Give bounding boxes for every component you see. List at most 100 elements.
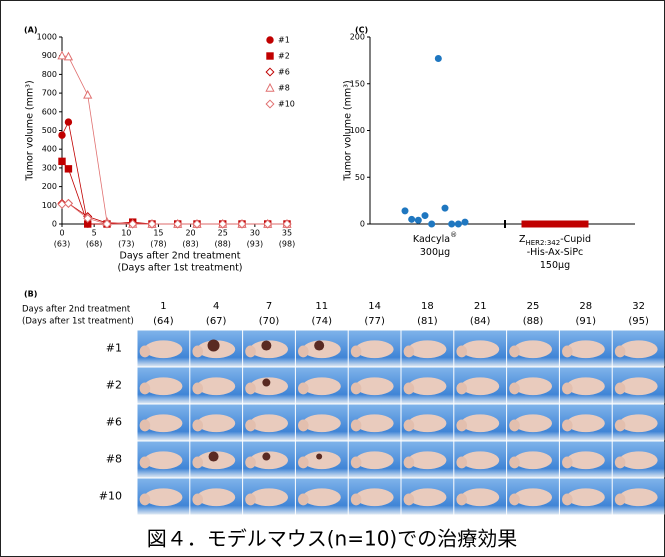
point [521,220,529,228]
point [64,118,73,126]
column-day-first: (91) [576,316,597,327]
point [548,220,556,228]
mouse [461,377,500,396]
legend-label: #1 [278,36,290,45]
panel-label: (C) [355,26,368,35]
legend-marker [266,36,274,44]
tumor [262,378,271,387]
mouse [302,451,341,470]
mouse-head [562,419,573,432]
point [561,220,569,228]
point [63,198,73,208]
point [83,213,93,223]
mouse-head [509,493,520,506]
mouse [619,340,658,359]
mouse [408,414,447,433]
mouse [619,488,658,507]
mouse [461,340,500,359]
column-day: 7 [266,301,272,312]
category-label: ZHER2:342-Cupid [519,234,591,248]
mouse-head [298,456,309,469]
point [448,220,456,228]
mouse-head [614,345,626,358]
mouse-head [350,493,362,506]
point [534,220,542,228]
point [58,157,66,166]
mouse-head [192,345,203,358]
mouse [249,488,289,507]
mouse [144,488,183,507]
mouse [144,377,183,396]
point [237,219,247,229]
mouse-head [614,419,626,432]
column-day-first: (64) [153,316,174,327]
category-label-part: Kadcyla [413,234,450,245]
y-tick-label: 50 [355,173,365,182]
mouse [144,340,183,359]
x-axis-title: (Days after 1st treatment) [117,263,242,274]
category-label-part: -Cupid [560,234,591,245]
point [541,220,549,228]
row-label: #1 [106,342,122,355]
point [173,219,183,229]
mouse-head [350,345,362,358]
mouse [355,414,394,433]
mouse-head [614,456,626,469]
column-day: 1 [160,301,166,312]
category-label-part: ® [450,231,457,239]
column-day-first: (70) [259,316,280,327]
tumor [262,452,271,461]
mouse [566,340,605,359]
x-tick-label: 5 [92,229,97,238]
y-tick-label: 100 [350,126,365,135]
mouse-head [403,382,415,395]
mouse-head [562,493,573,506]
y-tick-label: 200 [350,33,365,42]
category-label: -His-Ax-SiPc [527,247,584,258]
category-label-part: Z [519,234,526,245]
column-day: 18 [421,301,434,312]
mouse [355,451,394,470]
row-label: #10 [99,490,122,503]
mouse-head [562,382,573,395]
mouse [144,414,183,433]
mouse [249,377,289,396]
x-tick-sublabel: (88) [215,240,231,249]
legend-marker [265,99,275,109]
y-tick-label: 500 [42,126,57,135]
column-day-first: (88) [523,316,544,327]
point [461,218,469,226]
mouse-head [403,419,415,432]
legend-label: #2 [278,52,290,61]
mouse [302,414,341,433]
mouse-head [192,493,203,506]
mouse-head [562,345,573,358]
mouse [461,488,500,507]
mouse-head [298,382,309,395]
x-tick-label: 25 [218,229,228,238]
point [581,220,589,228]
mouse [566,377,605,396]
mouse-head [509,382,520,395]
panel-label: (B) [24,290,37,299]
row-label: #8 [106,453,122,466]
mouse-head [403,456,415,469]
column-day: 14 [368,301,381,312]
y-tick-label: 900 [42,51,57,60]
column-day: 28 [579,301,592,312]
category-label: 300µg [420,247,450,258]
x-tick-label: 10 [121,229,131,238]
mouse [513,340,553,359]
mouse-head [350,419,362,432]
panel-label: (A) [24,26,38,35]
mouse-head [192,382,203,395]
point [441,204,449,212]
x-tick-sublabel: (98) [279,240,295,249]
mouse-head [350,456,362,469]
mouse-head [509,419,520,432]
y-tick-label: 100 [42,201,57,210]
y-tick-label: 300 [42,163,57,172]
x-tick-sublabel: (63) [54,240,70,249]
category-label-part: HER2:342 [525,239,560,247]
